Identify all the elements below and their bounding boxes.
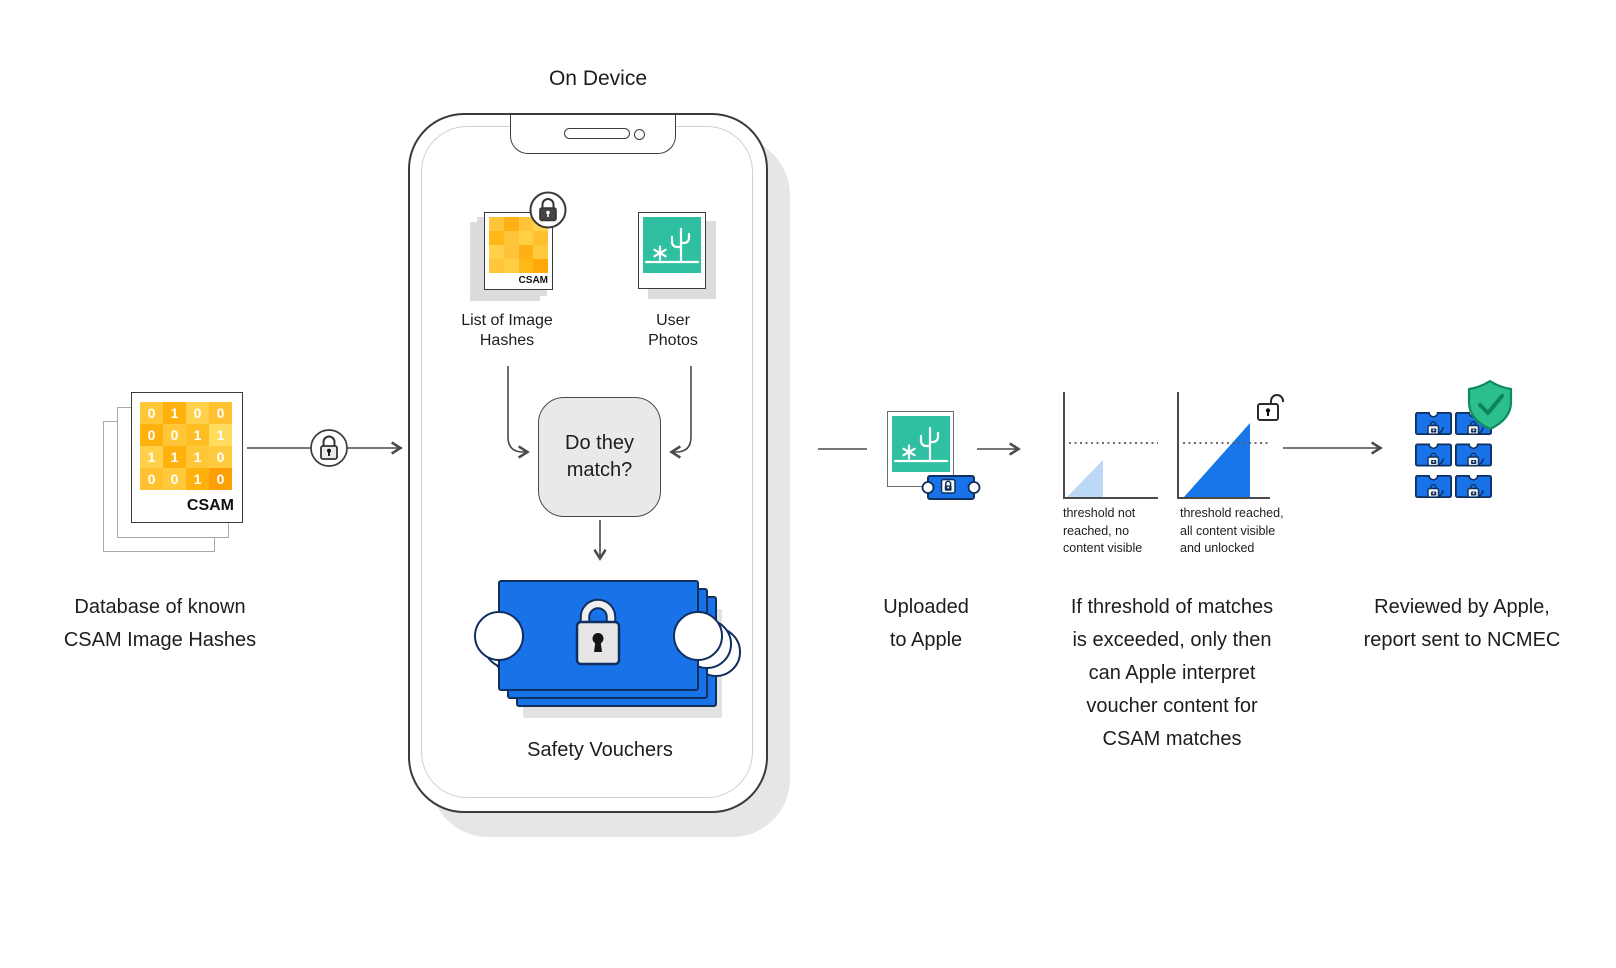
safety-voucher-mini: [1455, 412, 1492, 435]
matrix-cell: [518, 231, 534, 245]
threshold-caption: If threshold of matches is exceeded, onl…: [1070, 596, 1274, 750]
safety-voucher-mini: [1415, 475, 1452, 498]
matrix-cell: 0: [186, 402, 209, 424]
matrix-cell: [518, 245, 534, 259]
photo-thumbnail-icon: [891, 415, 950, 472]
threshold-chart-not-reached: [1063, 392, 1158, 499]
chart-axes: [1063, 392, 1158, 499]
safety-voucher-mini: [1415, 443, 1452, 467]
matrix-cell: 1: [140, 446, 163, 468]
phone-notch: [510, 115, 676, 154]
matrix-cell: 1: [209, 424, 232, 446]
matrix-cell: [489, 259, 504, 273]
safety-voucher-mini: [1455, 475, 1492, 498]
voucher-grid: [1415, 412, 1492, 498]
threshold-not-reached-caption: threshold not reached, no content visibl…: [1063, 506, 1143, 555]
matrix-cell: [503, 217, 519, 231]
user-photos-label: User Photos: [648, 312, 698, 349]
cactus-icon: [893, 426, 948, 462]
photo-thumbnail-icon: [643, 217, 701, 273]
safety-voucher-mini: [1415, 412, 1452, 435]
on-device-title: On Device: [548, 67, 648, 90]
hash-mini-matrix: [489, 217, 548, 273]
user-photos-card: [638, 212, 706, 289]
uploaded-photo-card: [887, 411, 954, 487]
hash-card-label: CSAM: [518, 275, 548, 286]
speaker-icon: [564, 128, 630, 139]
safety-voucher-mini: [1455, 443, 1492, 467]
below-threshold-triangle: [1067, 460, 1103, 497]
matrix-cell: [533, 231, 548, 245]
database-caption: Database of known CSAM Image Hashes: [63, 596, 257, 651]
matrix-cell: 0: [140, 424, 163, 446]
matrix-cell: 0: [209, 446, 232, 468]
matrix-cell: 0: [163, 468, 186, 490]
matrix-cell: 1: [186, 446, 209, 468]
matrix-cell: 1: [186, 424, 209, 446]
matrix-cell: [533, 217, 548, 231]
matrix-cell: [489, 231, 504, 245]
threshold-chart-reached: [1177, 392, 1284, 499]
matrix-cell: [503, 245, 519, 259]
matrix-cell: 1: [163, 402, 186, 424]
matrix-cell: 0: [140, 402, 163, 424]
hash-list-label: List of Image Hashes: [461, 312, 553, 349]
unlocked-icon: [1257, 394, 1284, 421]
above-threshold-triangle: [1184, 423, 1250, 497]
chart-axes: [1177, 392, 1270, 499]
matrix-cell: [533, 259, 548, 273]
reviewed-caption: Reviewed by Apple, report sent to NCMEC: [1363, 596, 1561, 651]
matrix-cell: [503, 259, 519, 273]
uploaded-caption: Uploaded to Apple: [883, 596, 969, 651]
camera-icon: [634, 129, 645, 140]
matrix-cell: 0: [209, 402, 232, 424]
matrix-cell: 0: [209, 468, 232, 490]
matrix-cell: [518, 217, 534, 231]
shield-check-icon: [1467, 379, 1513, 431]
threshold-reached-caption: threshold reached, all content visible a…: [1180, 506, 1284, 555]
matrix-cell: [533, 245, 548, 259]
matrix-cell: 1: [163, 446, 186, 468]
encryption-lock-icon: [310, 429, 348, 467]
safety-vouchers-label: Safety Vouchers: [527, 739, 673, 761]
do-they-match-box: Do they match?: [538, 397, 661, 517]
matrix-cell: [503, 231, 519, 245]
cactus-icon: [644, 227, 700, 264]
matrix-cell: 1: [186, 468, 209, 490]
matrix-cell: 0: [140, 468, 163, 490]
hash-list-card: CSAM: [484, 212, 553, 290]
matrix-cell: [518, 259, 534, 273]
matrix-cell: [489, 217, 504, 231]
matrix-cell: 0: [163, 424, 186, 446]
matrix-cell: [489, 245, 504, 259]
database-card-label: CSAM: [186, 497, 234, 514]
